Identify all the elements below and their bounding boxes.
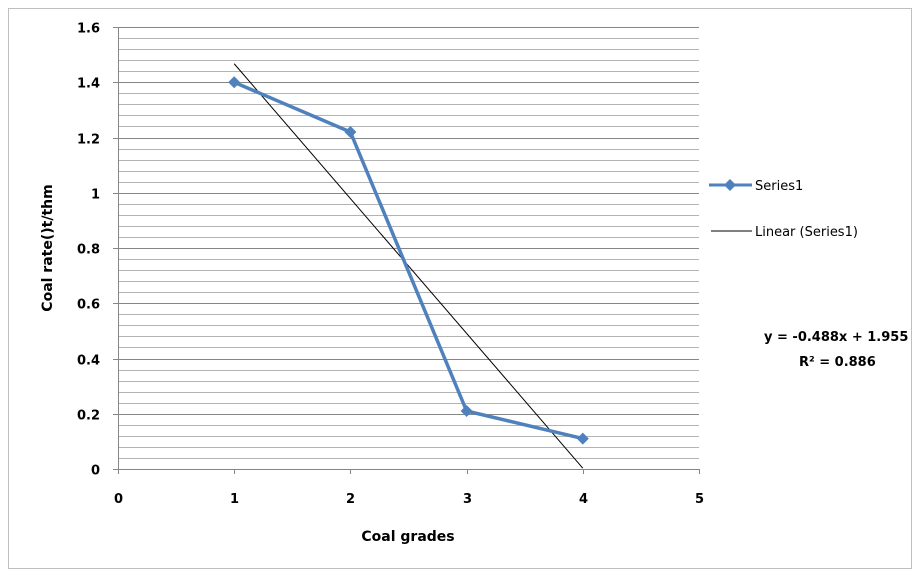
chart-border xyxy=(8,8,912,569)
series-layer xyxy=(228,76,589,445)
y-tick-label: 1.2 xyxy=(77,133,100,148)
legend-linear-label: Linear (Series1) xyxy=(755,225,858,240)
y-tick-label: 0.2 xyxy=(77,409,100,424)
legend-series1-marker xyxy=(724,179,736,191)
tick-labels: 0 0.2 0.4 0.6 0.8 1 1.2 1.4 1.6 0 1 2 3 4 5 xyxy=(77,22,704,508)
legend-series1-label: Series1 xyxy=(755,179,803,194)
x-tick-label: 4 xyxy=(579,492,588,507)
data-point-marker xyxy=(576,432,589,445)
data-point-marker xyxy=(460,404,473,417)
y-tick-label: 1 xyxy=(91,188,100,203)
y-tick-label: 0.8 xyxy=(77,243,100,258)
x-tick-label: 2 xyxy=(346,492,355,507)
trendline-equation: y = -0.488x + 1.955 xyxy=(764,330,908,345)
gridlines xyxy=(118,27,699,459)
data-point-marker xyxy=(344,125,357,138)
x-tick-label: 0 xyxy=(114,492,123,507)
x-axis-title: Coal grades xyxy=(361,529,454,545)
x-tick-label: 1 xyxy=(230,492,239,507)
axes xyxy=(113,27,700,474)
legend-item-series1: Series1 xyxy=(709,179,803,194)
y-tick-label: 0.4 xyxy=(77,354,100,369)
data-point-marker xyxy=(228,76,241,89)
series-line xyxy=(232,80,585,441)
trendline xyxy=(233,63,584,469)
trendline-layer xyxy=(233,63,584,469)
x-tick-label: 3 xyxy=(463,492,472,507)
legend-item-linear: Linear (Series1) xyxy=(711,225,858,240)
legend: Series1 Linear (Series1) xyxy=(709,179,858,240)
y-tick-label: 0 xyxy=(91,464,100,479)
y-axis-title: Coal rate()t/thm xyxy=(40,184,56,311)
y-tick-label: 0.6 xyxy=(77,298,100,313)
trendline-r2: R² = 0.886 xyxy=(799,355,876,370)
x-tick-label: 5 xyxy=(695,492,704,507)
y-tick-label: 1.4 xyxy=(77,77,100,92)
y-tick-label: 1.6 xyxy=(77,22,100,37)
